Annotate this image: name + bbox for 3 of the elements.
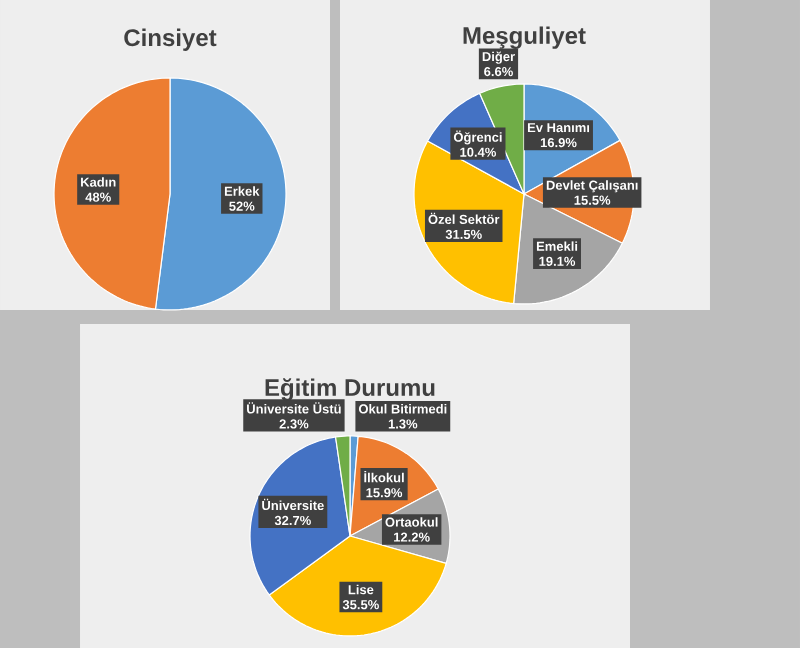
chart-title: Eğitim Durumu xyxy=(265,378,435,401)
chart-title: Cinsiyet xyxy=(124,28,217,51)
chart-title: Meşguliyet xyxy=(463,26,586,49)
